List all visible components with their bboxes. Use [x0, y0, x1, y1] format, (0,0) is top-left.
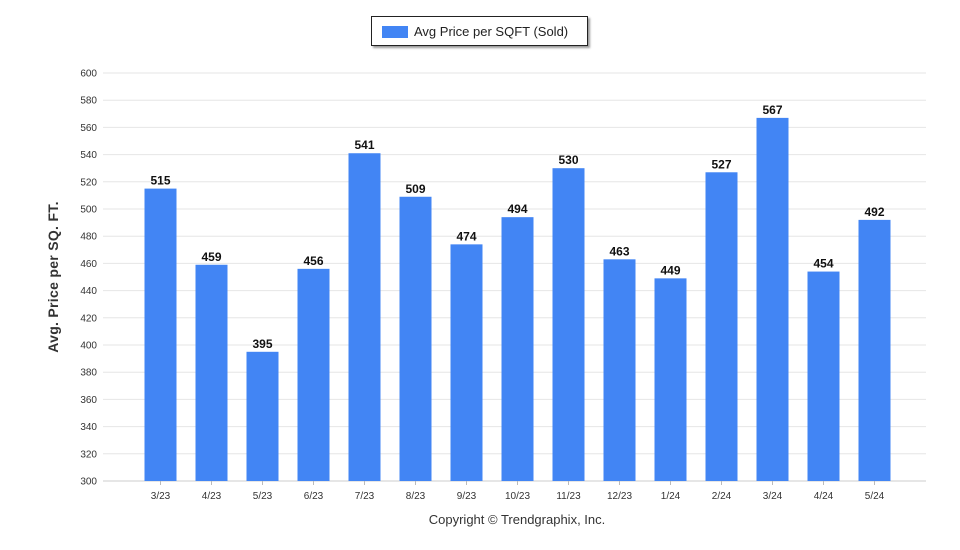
y-tick-label: 300 [80, 477, 97, 488]
bar [807, 271, 840, 481]
y-tick-label: 560 [80, 123, 97, 134]
bar [450, 244, 483, 481]
bar [654, 278, 687, 481]
x-tick-label: 7/23 [355, 491, 375, 502]
y-tick-label: 400 [80, 341, 97, 352]
copyright-text: Copyright © Trendgraphix, Inc. [428, 512, 606, 527]
y-tick-label: 320 [80, 449, 97, 460]
x-tick-label: 4/23 [202, 491, 222, 502]
y-tick-label: 340 [80, 422, 97, 433]
y-tick-label: 580 [80, 96, 97, 107]
data-label: 541 [354, 138, 374, 152]
x-tick-label: 9/23 [457, 491, 477, 502]
data-label: 454 [813, 257, 833, 271]
bar [756, 117, 789, 481]
data-label: 494 [507, 202, 527, 216]
data-label: 492 [864, 205, 884, 219]
x-tick-label: 6/23 [304, 491, 324, 502]
bar [399, 196, 432, 481]
bar [552, 168, 585, 481]
data-label: 527 [711, 157, 731, 171]
x-tick-label: 5/23 [253, 491, 273, 502]
x-tick-label: 1/24 [661, 491, 681, 502]
data-label: 459 [201, 250, 221, 264]
legend-label: Avg Price per SQFT (Sold) [414, 24, 569, 39]
data-label: 515 [150, 174, 170, 188]
y-tick-label: 380 [80, 368, 97, 379]
x-tick-label: 11/23 [556, 491, 581, 502]
y-tick-label: 600 [80, 69, 97, 80]
x-tick-label: 5/24 [865, 491, 885, 502]
bar [195, 264, 228, 481]
x-tick-label: 4/24 [814, 491, 834, 502]
x-tick-label: 10/23 [505, 491, 530, 502]
y-tick-label: 520 [80, 177, 97, 188]
x-axis-ticks: 3/23 4/23 5/23 6/23 7/23 8/23 9/23 10/23 11/23 12… [151, 481, 885, 502]
x-tick-label: 2/24 [712, 491, 732, 502]
bar [705, 172, 738, 481]
data-label: 509 [405, 182, 425, 196]
y-tick-label: 360 [80, 395, 97, 406]
y-tick-label: 440 [80, 286, 97, 297]
data-label: 463 [609, 244, 629, 258]
y-axis-label: Avg. Price per SQ. FT. [45, 201, 61, 353]
data-label: 530 [558, 153, 578, 167]
data-label: 456 [303, 254, 323, 268]
bar [858, 219, 891, 481]
bar [246, 351, 279, 481]
bar [501, 217, 534, 481]
data-labels: 515 459 395 456 541 509 474 494 530 463 449 527 567 4… [150, 103, 884, 351]
data-label: 449 [660, 263, 680, 277]
x-tick-label: 12/23 [607, 491, 632, 502]
legend: Avg Price per SQFT (Sold) [371, 16, 588, 46]
y-tick-label: 480 [80, 232, 97, 243]
y-tick-label: 460 [80, 259, 97, 270]
x-tick-label: 8/23 [406, 491, 426, 502]
data-label: 567 [762, 103, 782, 117]
data-label: 395 [252, 337, 272, 351]
y-axis-ticks: 300 320 340 360 380 400 420 440 460 480 500 520 540 5… [80, 69, 97, 488]
data-label: 474 [456, 229, 476, 243]
bars [144, 117, 891, 482]
bar [603, 259, 636, 481]
bar [297, 268, 330, 481]
y-tick-label: 500 [80, 205, 97, 216]
bar [348, 153, 381, 482]
y-tick-label: 420 [80, 313, 97, 324]
x-tick-label: 3/23 [151, 491, 171, 502]
bar [144, 188, 177, 481]
x-tick-label: 3/24 [763, 491, 783, 502]
y-tick-label: 540 [80, 150, 97, 161]
legend-swatch [382, 26, 408, 38]
